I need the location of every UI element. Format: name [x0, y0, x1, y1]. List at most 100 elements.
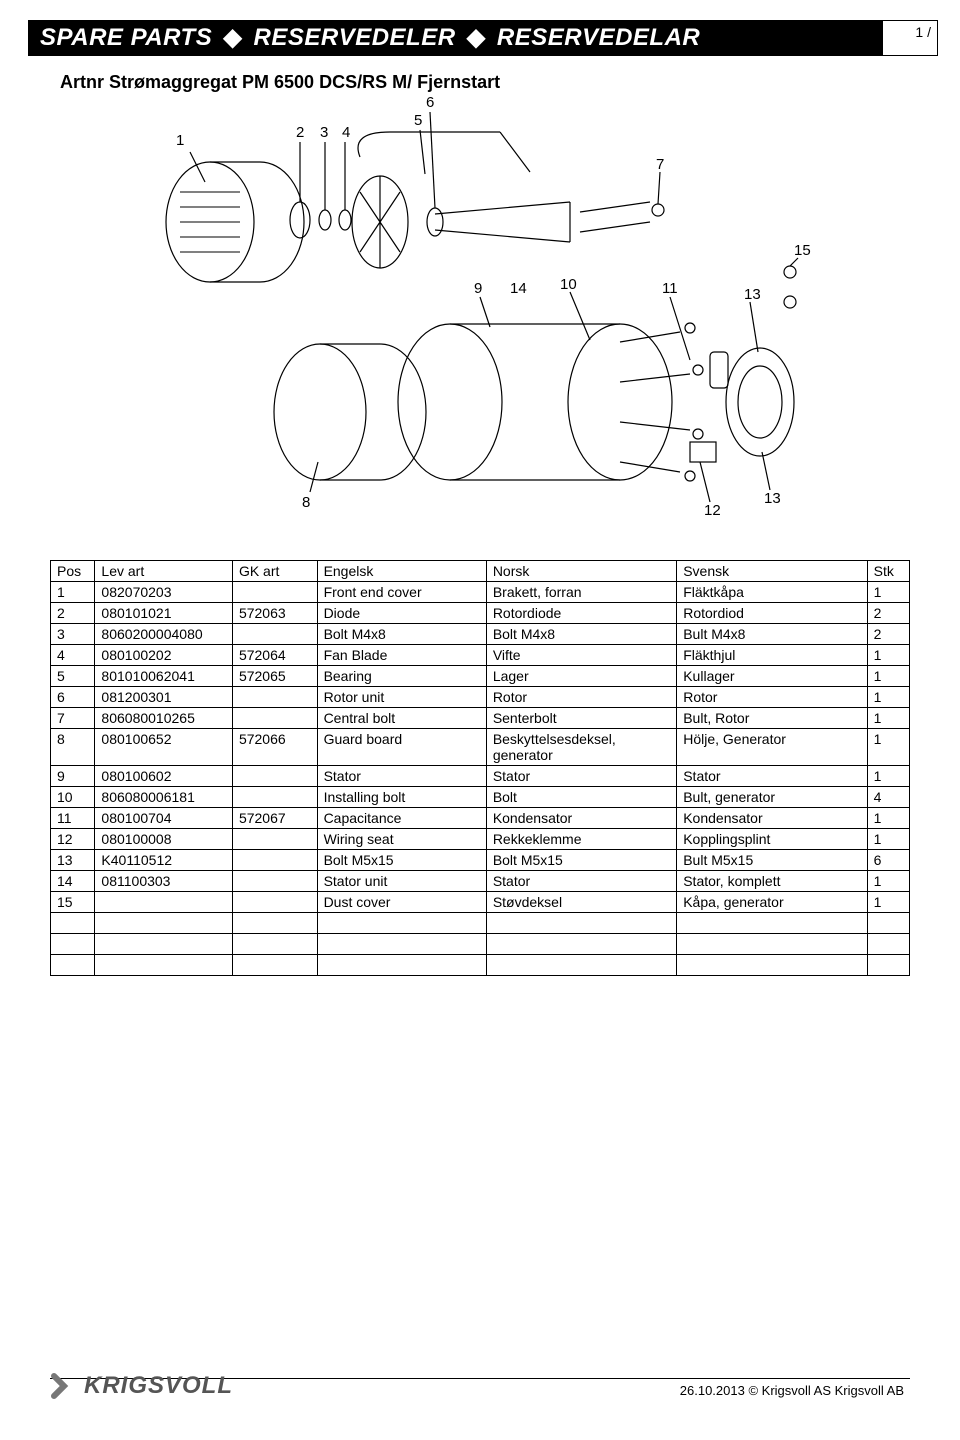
table-cell	[95, 955, 233, 976]
page-number-box: 1 /	[882, 20, 938, 56]
diagram-callout: 13	[764, 490, 781, 507]
table-cell: 1	[867, 808, 909, 829]
table-cell: 8060200004080	[95, 624, 233, 645]
table-cell	[51, 955, 95, 976]
table-row: 1 082070203 Front end coverBrakett, forran…	[51, 582, 910, 603]
table-cell	[317, 955, 486, 976]
table-row: 7806080010265Central boltSenterboltBult,…	[51, 708, 910, 729]
diagram-callout: 13	[744, 286, 761, 303]
table-cell: 11	[51, 808, 95, 829]
table-cell: Kullager	[677, 666, 867, 687]
table-cell: Senterbolt	[486, 708, 676, 729]
table-cell: Rotor	[486, 687, 676, 708]
table-row	[51, 955, 910, 976]
table-cell: Lager	[486, 666, 676, 687]
table-cell: Front end cover	[317, 582, 486, 603]
table-cell: 572064	[232, 645, 317, 666]
table-cell: Kopplingsplint	[677, 829, 867, 850]
table-cell	[677, 934, 867, 955]
table-cell	[232, 871, 317, 892]
table-cell	[51, 913, 95, 934]
table-cell	[232, 850, 317, 871]
table-cell: 7	[51, 708, 95, 729]
footer-copyright: © Krigsvoll AS Krigsvoll AB	[748, 1383, 904, 1398]
table-cell	[232, 934, 317, 955]
table-cell: K40110512	[95, 850, 233, 871]
table-cell: 1	[867, 708, 909, 729]
table-cell: Rotor	[677, 687, 867, 708]
table-cell: Kondensator	[677, 808, 867, 829]
diagram-callout: 6	[426, 94, 434, 111]
table-cell: 1	[867, 645, 909, 666]
table-cell: Bolt M5x15	[317, 850, 486, 871]
diagram-callout: 15	[794, 242, 811, 259]
table-cell: 2	[51, 603, 95, 624]
col-header: Lev art	[95, 561, 233, 582]
col-header: Pos	[51, 561, 95, 582]
table-row: 10806080006181Installing boltBoltBult, g…	[51, 787, 910, 808]
footer-date: 26.10.2013	[680, 1383, 745, 1398]
table-cell: 1	[867, 829, 909, 850]
table-cell: Central bolt	[317, 708, 486, 729]
table-cell	[486, 934, 676, 955]
diagram-callout: 14	[510, 280, 527, 297]
table-cell: 1	[867, 687, 909, 708]
table-row: 5801010062041572065BearingLagerKullager1	[51, 666, 910, 687]
table-cell: 15	[51, 892, 95, 913]
table-row: 14081100303Stator unitStatorStator, komp…	[51, 871, 910, 892]
diagram-callout: 12	[704, 502, 721, 519]
diagram-callout: 3	[320, 124, 328, 141]
table-cell: 082070203	[95, 582, 233, 603]
page-number: 1 /	[915, 24, 931, 40]
table-cell: Bolt M5x15	[486, 850, 676, 871]
table-cell: Fläkthjul	[677, 645, 867, 666]
table-header-row: Pos Lev art GK art Engelsk Norsk Svensk …	[51, 561, 910, 582]
table-row: 2080101021572063DiodeRotordiodeRotordiod…	[51, 603, 910, 624]
header-title-2: RESERVEDELER	[254, 24, 456, 51]
table-cell: Stator	[486, 871, 676, 892]
table-cell: 14	[51, 871, 95, 892]
diagram-callout: 10	[560, 276, 577, 293]
table-cell: 1	[867, 582, 909, 603]
table-cell: 8	[51, 729, 95, 766]
table-cell: Brakett, forran	[486, 582, 676, 603]
diagram-callout: 8	[302, 494, 310, 511]
table-cell: Stator	[317, 766, 486, 787]
table-cell: 572066	[232, 729, 317, 766]
table-cell: 6	[51, 687, 95, 708]
table-cell: 12	[51, 829, 95, 850]
table-cell: 1	[867, 729, 909, 766]
table-cell: Kondensator	[486, 808, 676, 829]
col-header: Svensk	[677, 561, 867, 582]
table-cell: Kåpa, generator	[677, 892, 867, 913]
table-cell	[232, 766, 317, 787]
page-subtitle: Artnr Strømaggregat PM 6500 DCS/RS M/ Fj…	[60, 72, 500, 93]
diagram-callout: 1	[176, 132, 184, 149]
table-cell: Dust cover	[317, 892, 486, 913]
table-cell: Vifte	[486, 645, 676, 666]
diagram-svg	[150, 102, 810, 532]
table-cell: Rotor unit	[317, 687, 486, 708]
table-cell: Rekkeklemme	[486, 829, 676, 850]
table-row: 6081200301Rotor unitRotorRotor1	[51, 687, 910, 708]
table-cell	[867, 913, 909, 934]
table-cell: Bearing	[317, 666, 486, 687]
table-row: 11080100704572067CapacitanceKondensatorK…	[51, 808, 910, 829]
table-cell: 080100602	[95, 766, 233, 787]
brand-logo: KRIGSVOLL	[50, 1372, 233, 1400]
header-dot: ◆	[219, 24, 246, 51]
table-cell	[677, 913, 867, 934]
table-cell: Bult M4x8	[677, 624, 867, 645]
logo-text: KRIGSVOLL	[84, 1372, 233, 1400]
table-cell: Stator, komplett	[677, 871, 867, 892]
table-cell: 801010062041	[95, 666, 233, 687]
table-cell	[232, 787, 317, 808]
exploded-diagram: 1 2 3 4 5 6 7 8 9 10 11 12 13 13 14 15	[150, 102, 810, 532]
page-footer: KRIGSVOLL 26.10.2013 © Krigsvoll AS Krig…	[50, 1378, 910, 1422]
table-cell	[486, 955, 676, 976]
table-cell	[95, 913, 233, 934]
table-row: 15Dust coverStøvdekselKåpa, generator1	[51, 892, 910, 913]
table-cell: 080101021	[95, 603, 233, 624]
table-row	[51, 934, 910, 955]
table-cell: 9	[51, 766, 95, 787]
